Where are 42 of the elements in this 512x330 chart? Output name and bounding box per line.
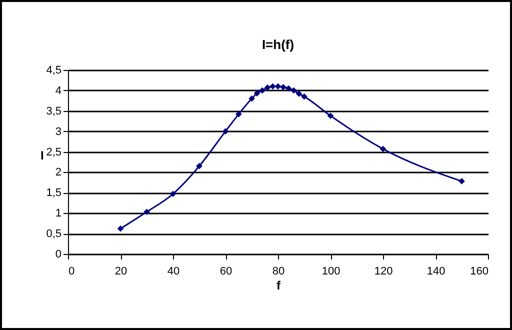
point xyxy=(248,95,255,102)
chart-title: I=h(f) xyxy=(262,37,294,52)
point xyxy=(259,87,266,94)
y-tick-label: 1,5 xyxy=(46,187,62,200)
y-tick-label: 0,5 xyxy=(46,228,62,240)
y-tick-label: 4 xyxy=(55,84,62,97)
x-tick-label: 60 xyxy=(220,266,232,278)
y-tick-label: 3,5 xyxy=(46,105,62,118)
y-tick-label: 4,5 xyxy=(46,64,62,76)
point xyxy=(327,112,334,119)
x-tick-label: 140 xyxy=(426,266,446,278)
point xyxy=(301,93,308,100)
y-tick-label: 2,5 xyxy=(46,146,62,158)
point xyxy=(170,190,176,198)
x-tick-label: 40 xyxy=(167,266,180,278)
x-axis-title: f xyxy=(276,278,282,292)
point xyxy=(144,208,150,216)
point xyxy=(235,111,242,118)
point xyxy=(254,90,260,96)
x-tick-label: 0 xyxy=(68,266,75,278)
x-tick-label: 160 xyxy=(470,266,488,278)
point xyxy=(222,128,229,134)
x-tick-label: 80 xyxy=(272,266,285,278)
y-tick-label: 3 xyxy=(55,126,62,138)
point xyxy=(264,84,271,91)
point xyxy=(290,87,297,94)
point xyxy=(196,162,202,170)
x-tick-label: 20 xyxy=(114,266,128,278)
y-tick-label: 2 xyxy=(55,166,62,179)
point xyxy=(270,83,276,90)
point xyxy=(280,84,286,90)
point xyxy=(117,225,124,232)
y-axis-title: I xyxy=(40,148,44,162)
point xyxy=(274,83,282,90)
x-tick-label: 100 xyxy=(322,266,340,278)
point xyxy=(458,178,465,184)
x-tick-label: 120 xyxy=(374,266,393,278)
point xyxy=(285,85,292,92)
y-tick-label: 1 xyxy=(55,208,62,220)
point xyxy=(296,90,302,97)
y-tick-label: 0 xyxy=(55,248,62,260)
point xyxy=(380,146,386,152)
